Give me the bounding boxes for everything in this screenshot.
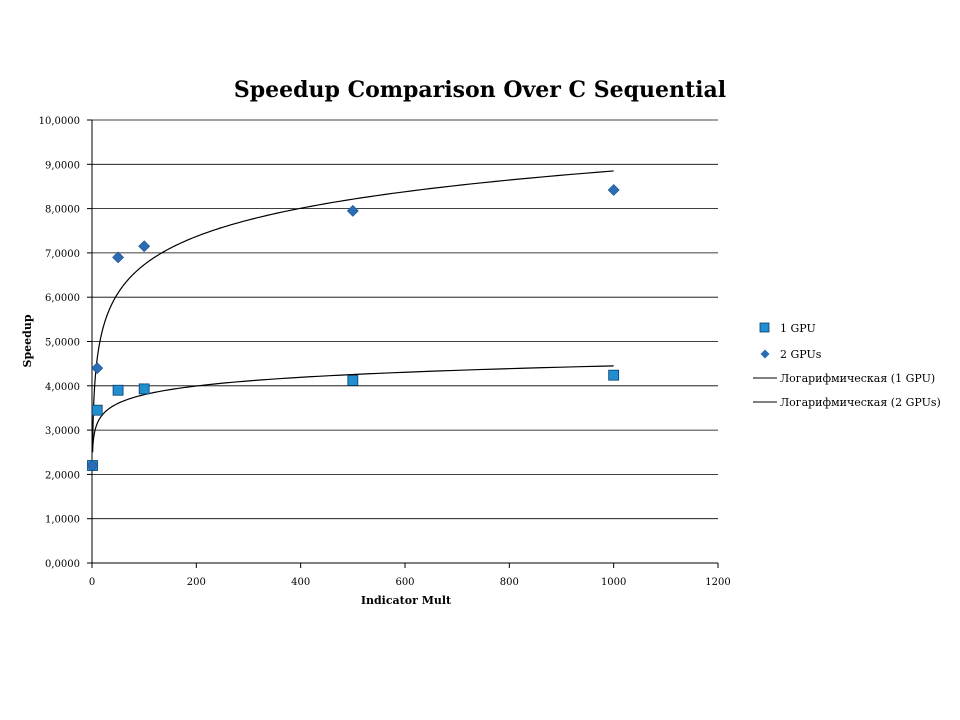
data-point-square <box>347 375 359 386</box>
y-tick-label: 1,0000 <box>45 515 80 526</box>
x-tick-label: 1200 <box>705 577 730 588</box>
data-point-square <box>608 369 620 381</box>
x-tick-label: 0 <box>89 577 95 588</box>
legend-label: Логарифмическая (1 GPU) <box>780 372 935 385</box>
y-tick-label: 9,0000 <box>45 160 80 171</box>
data-point-square <box>138 383 150 395</box>
y-tick-label: 3,0000 <box>45 426 80 437</box>
legend-label: 2 GPUs <box>780 348 822 361</box>
data-point-diamond <box>346 204 359 217</box>
y-axis-ticks: 0,0000 1,0000 2,0000 3,0000 4,0000 5,0000 6,00… <box>39 116 92 570</box>
y-tick-label: 6,0000 <box>45 293 80 304</box>
data-point-square <box>91 404 103 416</box>
data-points <box>86 184 620 472</box>
x-axis-label: Indicator Mult <box>361 594 452 607</box>
data-point-diamond <box>91 362 104 375</box>
y-tick-label: 10,0000 <box>39 116 80 127</box>
data-point-square <box>112 384 124 396</box>
x-tick-label: 1000 <box>601 577 626 588</box>
legend: 1 GPU 2 GPUs Логарифмическая (1 GPU) Логари… <box>753 322 941 409</box>
data-point-diamond <box>112 251 125 264</box>
gridlines <box>91 119 718 564</box>
x-tick-label: 200 <box>187 577 206 588</box>
y-tick-label: 2,0000 <box>45 470 80 481</box>
x-tick-label: 600 <box>395 577 414 588</box>
x-axis-ticks: 0 200 400 600 800 1000 1200 <box>89 563 731 588</box>
x-tick-label: 800 <box>500 577 519 588</box>
chart-title: Speedup Comparison Over C Sequential <box>234 77 726 103</box>
legend-label: Логарифмическая (2 GPUs) <box>780 396 941 409</box>
data-point-diamond <box>86 459 99 472</box>
legend-label: 1 GPU <box>780 322 816 335</box>
data-point-diamond <box>607 184 620 196</box>
x-tick-label: 400 <box>291 577 310 588</box>
trendline <box>91 365 614 453</box>
y-tick-label: 0,0000 <box>45 559 80 570</box>
legend-marker-diamond <box>760 349 770 359</box>
y-tick-label: 4,0000 <box>45 382 80 393</box>
y-tick-label: 5,0000 <box>45 338 80 349</box>
y-tick-label: 7,0000 <box>45 249 80 260</box>
y-axis-label: Speedup <box>21 314 34 367</box>
y-tick-label: 8,0000 <box>45 205 80 216</box>
data-point-diamond <box>138 240 151 253</box>
legend-marker-square <box>759 322 770 333</box>
